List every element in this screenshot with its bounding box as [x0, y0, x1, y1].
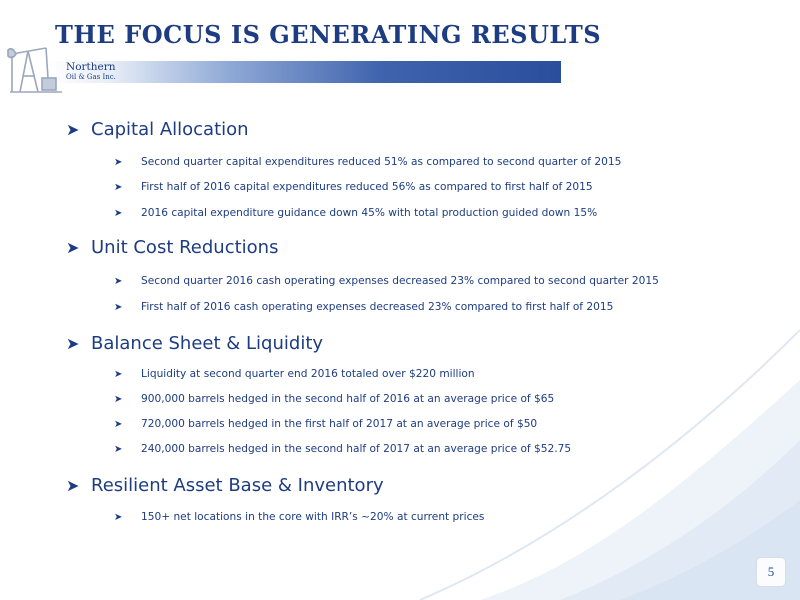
list-item: ➤ Second quarter capital expenditures red…	[114, 156, 622, 168]
page-number: 5	[756, 557, 786, 587]
list-item: ➤ 150+ net locations in the core with IRR…	[114, 511, 485, 523]
arrow-bullet-icon: ➤	[114, 419, 123, 430]
arrow-bullet-icon: ➤	[66, 476, 80, 495]
list-item: ➤ Liquidity at second quarter end 2016 to…	[114, 368, 475, 380]
arrow-bullet-icon: ➤	[114, 444, 123, 455]
list-item: ➤ First half of 2016 capital expenditures…	[114, 181, 593, 193]
logo-line-1: Northern	[66, 61, 116, 73]
list-item: ➤ 240,000 barrels hedged in the second ha…	[114, 443, 572, 455]
logo-line-2: Oil & Gas Inc.	[66, 72, 116, 81]
section-heading: ➤ Resilient Asset Base & Inventory	[66, 475, 384, 496]
arrow-bullet-icon: ➤	[114, 182, 123, 193]
company-logo-text: Northern Oil & Gas Inc.	[66, 62, 116, 81]
arrow-bullet-icon: ➤	[114, 394, 123, 405]
arrow-bullet-icon: ➤	[66, 334, 80, 353]
section-heading: ➤ Unit Cost Reductions	[66, 237, 279, 258]
arrow-bullet-icon: ➤	[66, 238, 80, 257]
pumpjack-logo-icon	[7, 47, 62, 93]
list-item: ➤ 2016 capital expenditure guidance down …	[114, 207, 598, 219]
arrow-bullet-icon: ➤	[114, 208, 123, 219]
arrow-bullet-icon: ➤	[114, 369, 123, 380]
page-title: THE FOCUS IS GENERATING RESULTS	[55, 20, 602, 49]
list-item: ➤ Second quarter 2016 cash operating expe…	[114, 275, 659, 287]
arrow-bullet-icon: ➤	[114, 276, 123, 287]
arrow-bullet-icon: ➤	[66, 120, 80, 139]
arrow-bullet-icon: ➤	[114, 512, 123, 523]
arrow-bullet-icon: ➤	[114, 157, 123, 168]
section-heading: ➤ Capital Allocation	[66, 119, 249, 140]
arrow-bullet-icon: ➤	[114, 302, 123, 313]
list-item: ➤ 720,000 barrels hedged in the first hal…	[114, 418, 538, 430]
list-item: ➤ First half of 2016 cash operating expen…	[114, 301, 614, 313]
title-banner	[50, 61, 561, 83]
list-item: ➤ 900,000 barrels hedged in the second ha…	[114, 393, 555, 405]
section-heading: ➤ Balance Sheet & Liquidity	[66, 333, 324, 354]
